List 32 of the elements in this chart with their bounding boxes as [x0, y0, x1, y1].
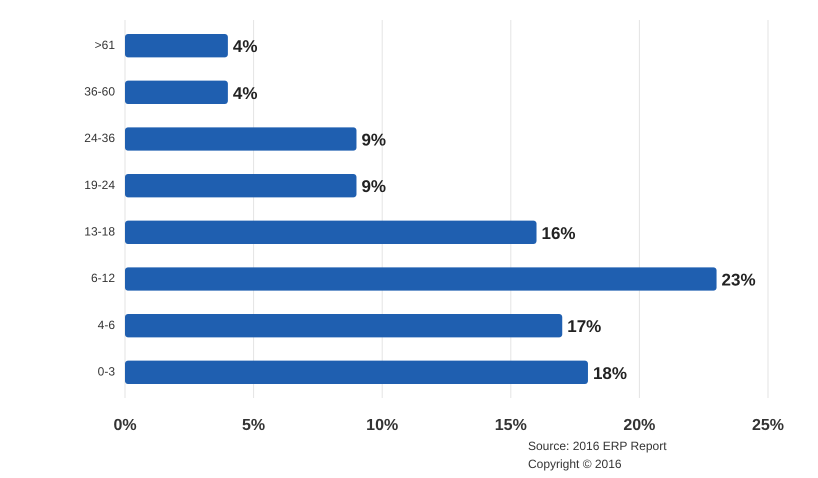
x-tick-label: 25%: [752, 417, 784, 434]
bar: [125, 220, 537, 244]
bar: [125, 80, 228, 104]
x-tick-label: 5%: [242, 417, 266, 434]
data-label: 18%: [592, 364, 627, 383]
bar: [125, 127, 356, 151]
y-tick-label: 13-18: [84, 224, 116, 239]
y-tick-label: >61: [94, 38, 116, 52]
data-label: 9%: [361, 130, 386, 150]
source-note: Source: 2016 ERP Report: [528, 439, 668, 453]
y-tick-label: 4-6: [98, 318, 116, 332]
x-tick-label: 20%: [623, 417, 656, 434]
y-tick-label: 19-24: [84, 178, 116, 192]
bar: [125, 267, 717, 291]
x-tick-label: 15%: [494, 417, 527, 434]
x-tick-label: 10%: [366, 417, 398, 434]
data-label: 17%: [567, 317, 602, 336]
data-label: 16%: [542, 224, 576, 243]
x-tick-label: 0%: [113, 417, 137, 434]
bar: [125, 314, 562, 338]
y-tick-label: 0-3: [98, 364, 116, 379]
data-label: 4%: [232, 37, 258, 56]
y-tick-label: 36-60: [84, 84, 116, 99]
bar: [125, 360, 588, 384]
bar: [125, 34, 228, 58]
bar: [125, 174, 356, 198]
text: Copyright © 2016: [528, 457, 622, 471]
data-label: 9%: [361, 177, 386, 196]
data-label: 23%: [722, 270, 756, 290]
data-label: 4%: [232, 84, 258, 103]
y-tick-label: 6-12: [90, 271, 116, 286]
y-tick-label: 24-36: [84, 131, 116, 146]
